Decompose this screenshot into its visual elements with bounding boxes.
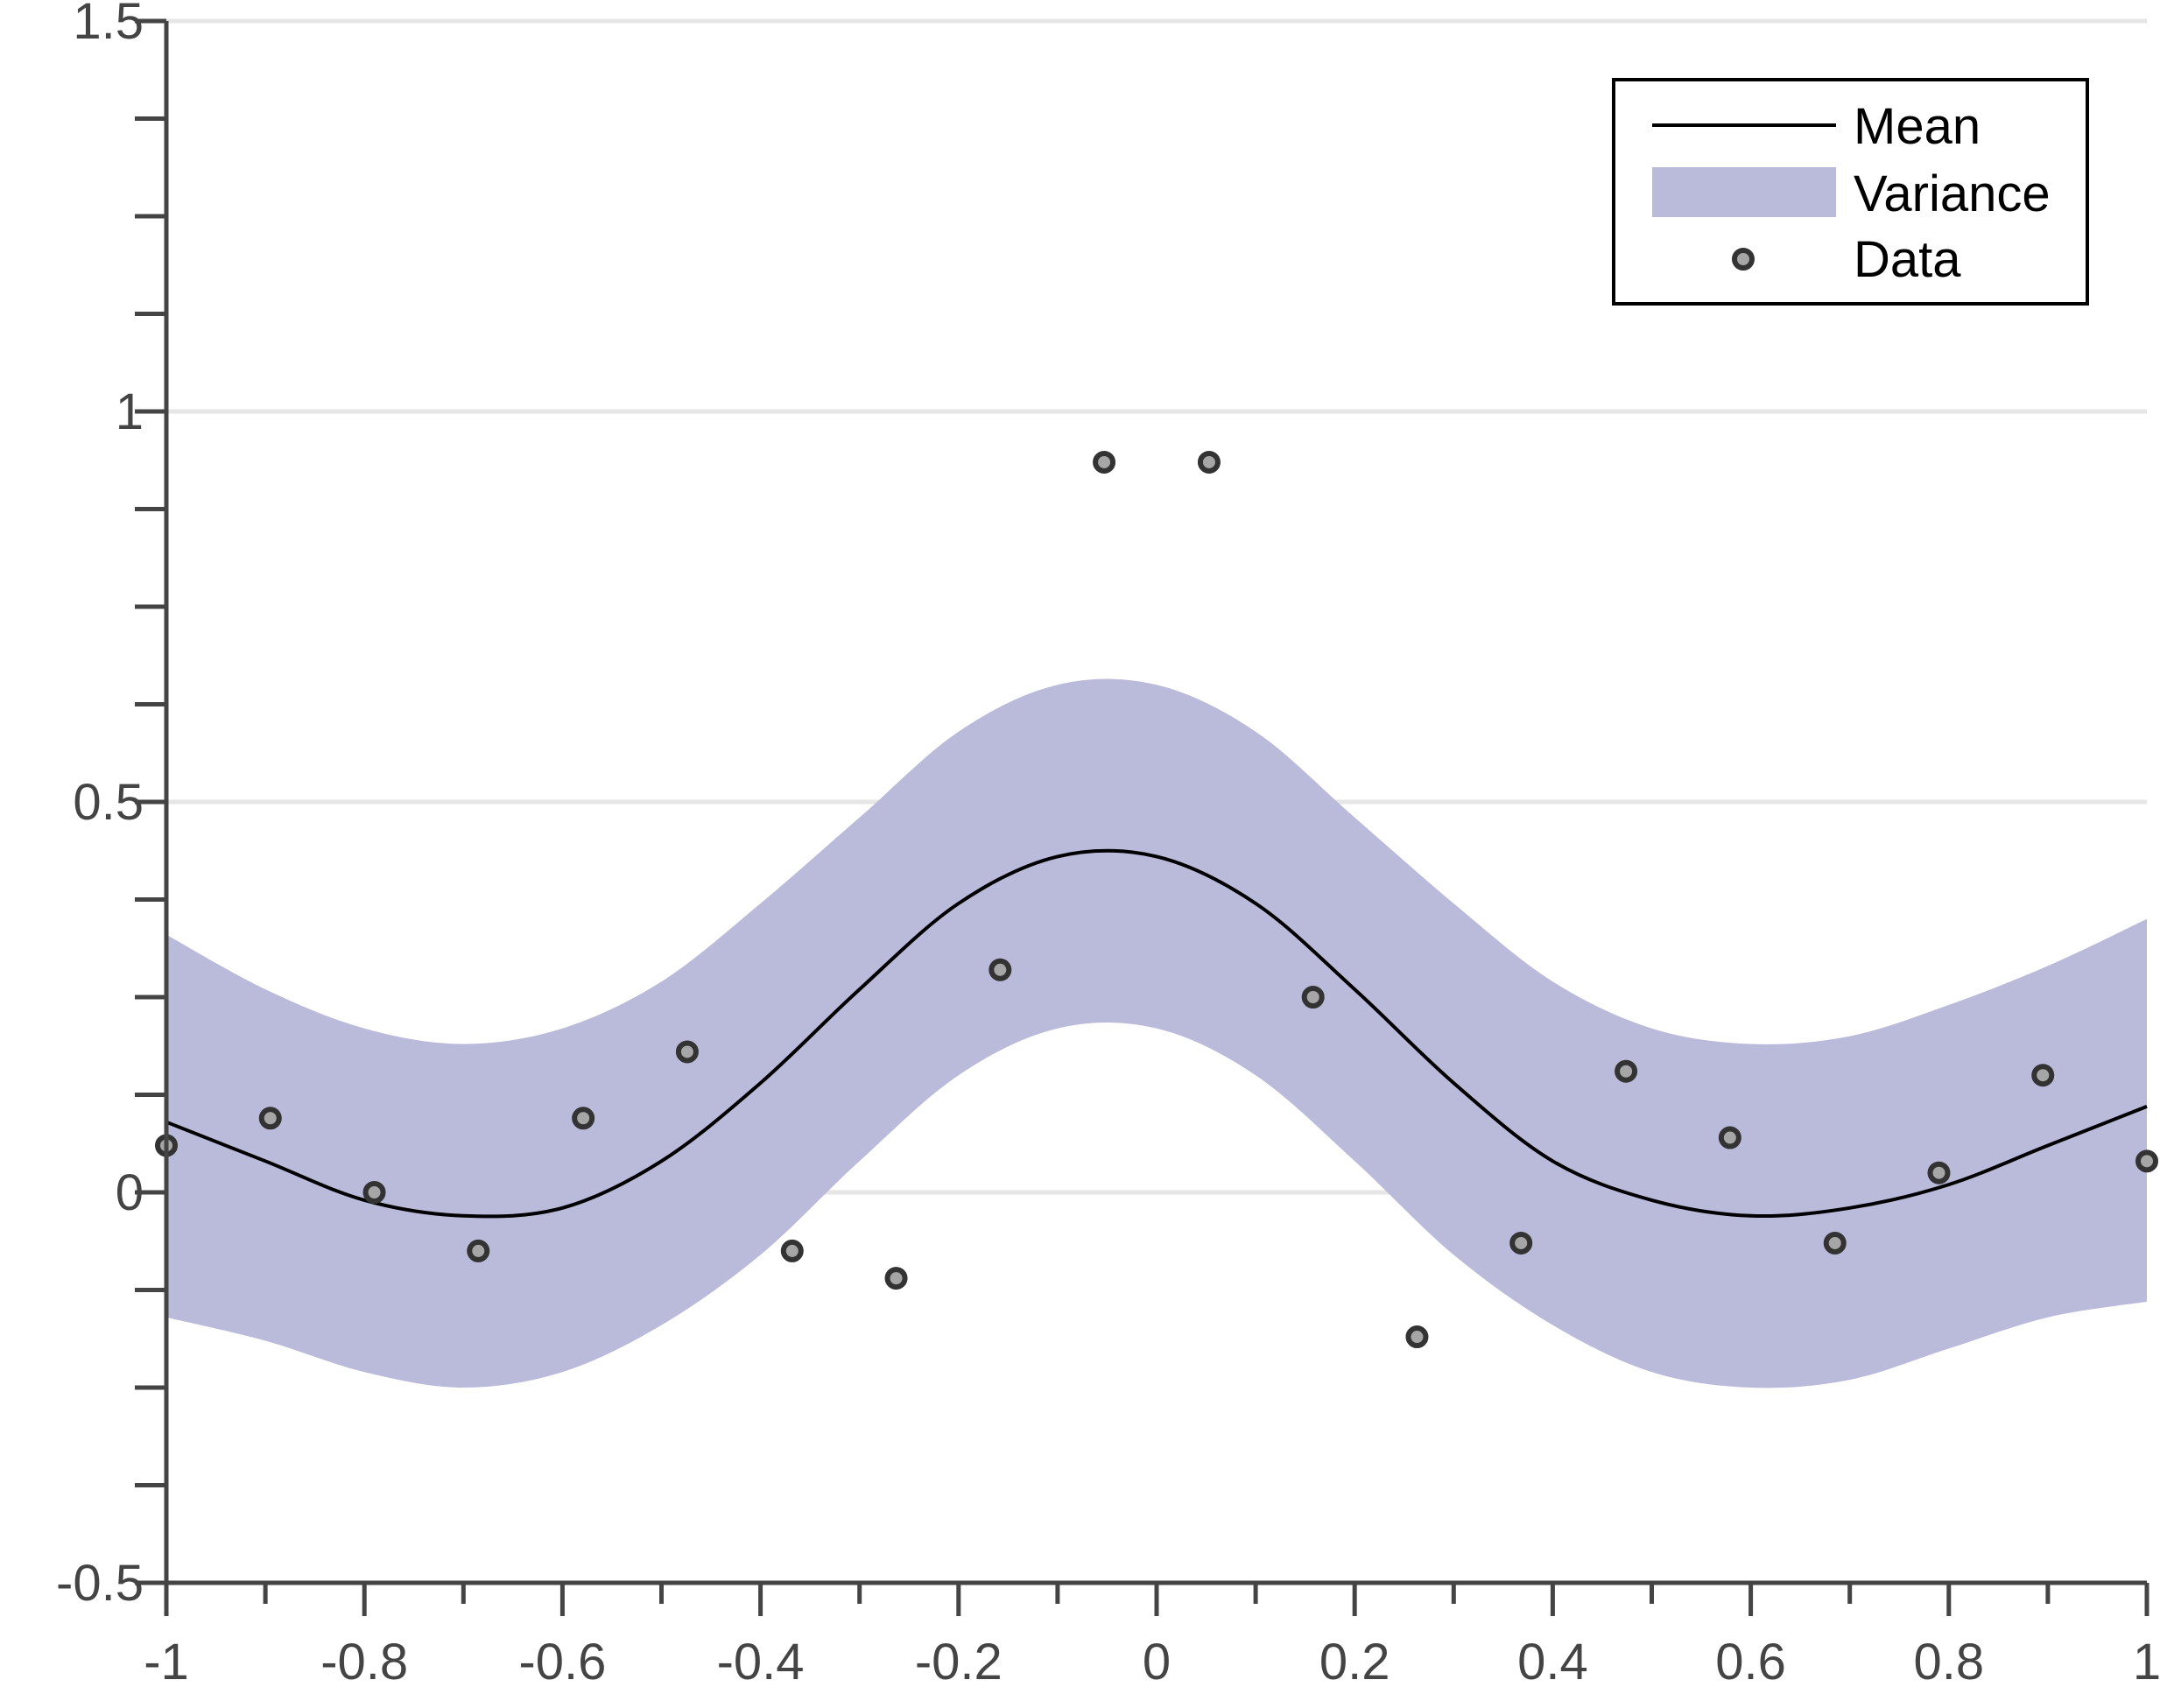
x-tick-label-9: 0.8: [1913, 1634, 1984, 1690]
data-point-2: [362, 1181, 386, 1204]
axes: -0.5 0 0.5 1 1.5 -1 -0.8 -0.6 -0.4 -0.2 0 0.2 0.4 0.6…: [56, 0, 2160, 1690]
data-point-1: [258, 1107, 282, 1130]
data-point-17: [1927, 1161, 1951, 1184]
x-tick-label-3: -0.4: [717, 1634, 805, 1690]
data-point-10: [1197, 450, 1221, 474]
data-point-6: [780, 1239, 804, 1262]
data-point-7: [884, 1267, 908, 1290]
x-tick-label-2: -0.6: [518, 1634, 606, 1690]
legend-data-marker: [1732, 248, 1755, 271]
variance-band-layer: [166, 678, 2147, 1388]
legend-variance-label: Variance: [1854, 165, 2051, 222]
data-point-15: [1718, 1126, 1741, 1149]
data-point-3: [467, 1239, 490, 1262]
y-tick-label-2: 0.5: [73, 774, 144, 831]
mean-line: [165, 848, 2148, 1219]
data-point-16: [1823, 1231, 1847, 1255]
x-tick-label-1: -0.8: [320, 1634, 408, 1690]
data-point-13: [1509, 1231, 1533, 1255]
y-tick-label-1: 0: [116, 1164, 144, 1221]
x-tick-label-0: -1: [144, 1634, 189, 1690]
legend: Mean Variance Data: [1612, 78, 2089, 306]
data-point-14: [1615, 1059, 1638, 1083]
x-tick-label-6: 0.2: [1319, 1634, 1390, 1690]
x-tick-label-5: 0: [1143, 1634, 1171, 1690]
data-point-4: [572, 1107, 595, 1130]
data-point-5: [675, 1040, 699, 1064]
data-point-18: [2031, 1064, 2055, 1087]
y-tick-label-3: 1: [116, 383, 144, 440]
data-point-8: [989, 958, 1012, 981]
x-tick-label-10: 1: [2133, 1634, 2160, 1690]
data-point-11: [1301, 986, 1325, 1009]
legend-data-label: Data: [1854, 231, 1961, 288]
legend-variance-swatch: [1652, 167, 1836, 217]
x-tick-label-4: -0.2: [915, 1634, 1003, 1690]
y-tick-label-0: -0.5: [56, 1555, 144, 1612]
y-tick-label-4: 1.5: [73, 0, 144, 50]
data-point-19: [2135, 1149, 2158, 1173]
data-point-9: [1093, 450, 1116, 474]
x-tick-label-7: 0.4: [1517, 1634, 1588, 1690]
legend-mean-label: Mean: [1854, 98, 1981, 155]
data-points-layer: [155, 450, 2158, 1349]
variance-band: [166, 678, 2147, 1388]
mean-line-layer: [165, 848, 2148, 1219]
x-tick-label-8: 0.6: [1715, 1634, 1786, 1690]
data-point-12: [1405, 1325, 1429, 1349]
